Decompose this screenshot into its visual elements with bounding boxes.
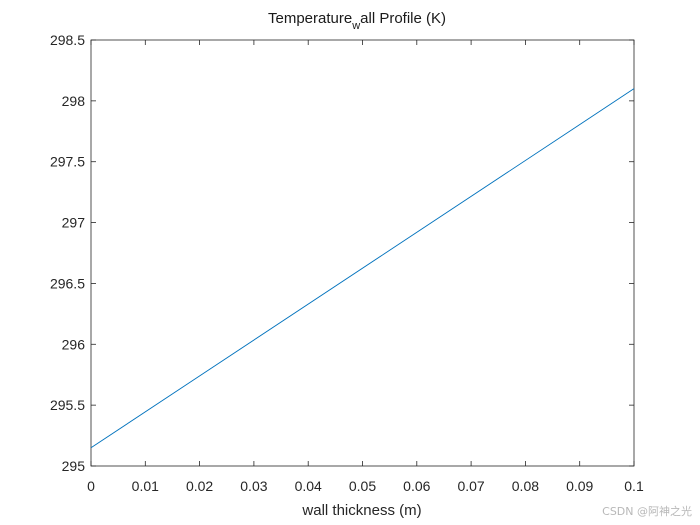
y-tick-label: 295.5: [50, 397, 85, 413]
y-tick-label: 295: [62, 458, 86, 474]
chart-title-rest: all Profile (K): [360, 10, 446, 27]
x-tick-label: 0.01: [132, 478, 159, 494]
plot-area: 0 0.01 0.02 0.03 0.04 0.05 0.06 0.07 0.08 0.09 0.1…: [50, 32, 644, 494]
y-tick-label: 297.5: [50, 154, 85, 170]
x-tick-label: 0.02: [186, 478, 213, 494]
y-tick-label: 298: [62, 93, 86, 109]
y-tick-label: 296.5: [50, 275, 85, 291]
x-axis-label: wall thickness (m): [301, 502, 421, 519]
x-tick-label: 0.03: [240, 478, 267, 494]
chart-title-main: Temperature: [268, 10, 352, 27]
plot-frame: [90, 39, 635, 467]
x-tick-label: 0: [87, 478, 95, 494]
chart-title-subscript: w: [351, 20, 360, 32]
x-tick-label: 0.07: [457, 478, 484, 494]
chart-title: Temperaturewall Profile (K): [268, 10, 446, 32]
x-tick-label: 0.04: [295, 478, 322, 494]
x-tick-label: 0.09: [566, 478, 593, 494]
y-tick-label: 296: [62, 336, 86, 352]
watermark: CSDN @阿神之光: [602, 505, 692, 518]
series-line: [90, 88, 635, 449]
x-tick-label: 0.1: [624, 478, 644, 494]
x-tick-label: 0.05: [349, 478, 376, 494]
y-tick-label: 298.5: [50, 32, 85, 48]
x-tick-label: 0.08: [512, 478, 539, 494]
y-tick-label: 297: [62, 215, 86, 231]
x-tick-label: 0.06: [403, 478, 430, 494]
